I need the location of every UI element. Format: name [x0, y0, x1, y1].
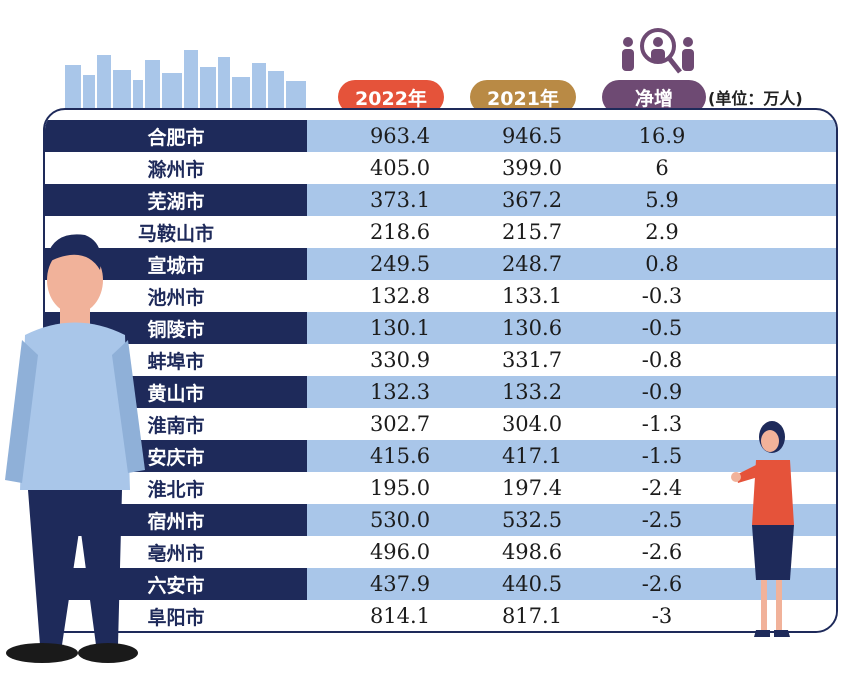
value-net-increase: -2.4 — [641, 476, 683, 500]
value-2021: 215.7 — [501, 220, 563, 244]
value-2022: 218.6 — [369, 220, 431, 244]
table-row: 黄山市 132.3 133.2 -0.9 — [45, 376, 836, 408]
value-net-increase: 0.8 — [645, 252, 679, 276]
value-net-increase: -3 — [651, 604, 673, 628]
city-name: 芜湖市 — [45, 184, 307, 216]
table-row: 淮北市 195.0 197.4 -2.4 — [45, 472, 836, 504]
value-2022: 130.1 — [369, 316, 431, 340]
value-2021: 498.6 — [501, 540, 563, 564]
value-2021: 417.1 — [501, 444, 563, 468]
value-2022: 249.5 — [369, 252, 431, 276]
value-2021: 331.7 — [501, 348, 563, 372]
value-net-increase: -2.6 — [641, 540, 683, 564]
value-net-increase: -2.5 — [641, 508, 683, 532]
value-2021: 440.5 — [501, 572, 563, 596]
value-2022: 405.0 — [369, 156, 431, 180]
value-2021: 817.1 — [501, 604, 563, 628]
value-net-increase: 16.9 — [638, 124, 686, 148]
city-name: 蚌埠市 — [147, 350, 205, 373]
population-table: 合肥市 963.4 946.5 16.9 滁州市 405.0 399.0 6 芜湖市 373.1 3… — [43, 108, 838, 633]
value-2022: 530.0 — [369, 508, 431, 532]
man-illustration — [5, 234, 145, 663]
value-2021: 304.0 — [501, 412, 563, 436]
table-row: 宿州市 530.0 532.5 -2.5 — [45, 504, 836, 536]
value-2021: 532.5 — [501, 508, 563, 532]
value-2021: 367.2 — [501, 188, 563, 212]
value-2021: 133.1 — [501, 284, 563, 308]
value-2022: 415.6 — [369, 444, 431, 468]
value-net-increase: 5.9 — [645, 188, 679, 212]
value-2022: 195.0 — [369, 476, 431, 500]
table-row: 淮南市 302.7 304.0 -1.3 — [45, 408, 836, 440]
value-net-increase: -0.3 — [641, 284, 683, 308]
value-net-increase: -1.5 — [641, 444, 683, 468]
value-2021: 248.7 — [501, 252, 563, 276]
woman-illustration — [731, 421, 794, 637]
table-row: 池州市 132.8 133.1 -0.3 — [45, 280, 836, 312]
value-2022: 814.1 — [369, 604, 431, 628]
value-net-increase: -1.3 — [641, 412, 683, 436]
value-2021: 946.5 — [501, 124, 563, 148]
value-net-increase: -0.9 — [641, 380, 683, 404]
city-name: 合肥市 — [45, 120, 307, 152]
value-2021: 130.6 — [501, 316, 563, 340]
value-2022: 132.3 — [369, 380, 431, 404]
unit-label: (单位：万人) — [708, 89, 803, 108]
value-2022: 437.9 — [369, 572, 431, 596]
table-row: 宣城市 249.5 248.7 0.8 — [45, 248, 836, 280]
table-row: 芜湖市 373.1 367.2 5.9 — [45, 184, 836, 216]
city-name: 淮北市 — [147, 478, 205, 501]
table-row: 马鞍山市 218.6 215.7 2.9 — [45, 216, 836, 248]
table-row: 滁州市 405.0 399.0 6 — [45, 152, 836, 184]
value-2022: 132.8 — [369, 284, 431, 308]
value-net-increase: -2.6 — [641, 572, 683, 596]
value-2022: 302.7 — [369, 412, 431, 436]
value-2022: 496.0 — [369, 540, 431, 564]
value-2021: 133.2 — [501, 380, 563, 404]
city-name: 阜阳市 — [147, 606, 205, 629]
value-net-increase: 6 — [655, 156, 669, 180]
value-net-increase: -0.5 — [641, 316, 683, 340]
table-row: 安庆市 415.6 417.1 -1.5 — [45, 440, 836, 472]
table-row: 蚌埠市 330.9 331.7 -0.8 — [45, 344, 836, 376]
value-2022: 373.1 — [369, 188, 431, 212]
value-net-increase: 2.9 — [645, 220, 679, 244]
value-2021: 197.4 — [501, 476, 563, 500]
people-magnifier-icon — [622, 28, 694, 74]
city-name: 马鞍山市 — [137, 222, 214, 245]
city-name: 滁州市 — [147, 158, 205, 181]
value-2021: 399.0 — [501, 156, 563, 180]
city-name: 池州市 — [147, 286, 205, 309]
table-row: 阜阳市 814.1 817.1 -3 — [45, 600, 836, 631]
value-2022: 963.4 — [369, 124, 431, 148]
city-name: 淮南市 — [147, 414, 205, 437]
value-2022: 330.9 — [369, 348, 431, 372]
table-row: 铜陵市 130.1 130.6 -0.5 — [45, 312, 836, 344]
city-name: 亳州市 — [147, 542, 205, 565]
value-net-increase: -0.8 — [641, 348, 683, 372]
table-row: 六安市 437.9 440.5 -2.6 — [45, 568, 836, 600]
table-row: 合肥市 963.4 946.5 16.9 — [45, 120, 836, 152]
table-row: 亳州市 496.0 498.6 -2.6 — [45, 536, 836, 568]
